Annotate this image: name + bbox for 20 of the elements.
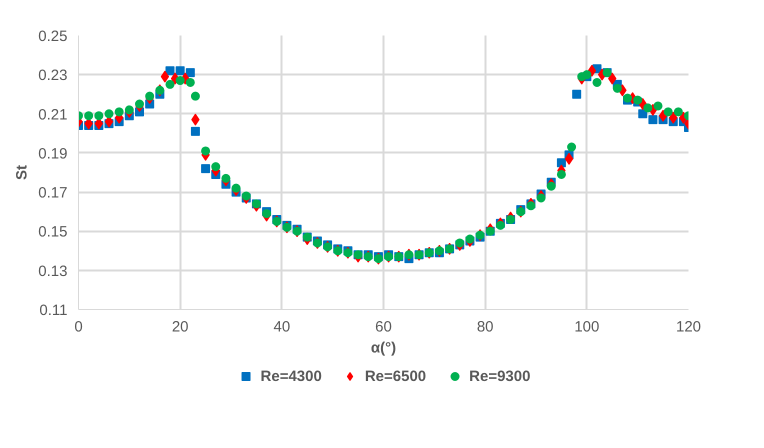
y-tick-label: 0.19 xyxy=(38,145,68,162)
y-axis-title: St xyxy=(13,164,30,180)
x-axis-title: α(°) xyxy=(370,340,396,356)
x-tick-label: 60 xyxy=(375,318,392,336)
x-tick-label: 80 xyxy=(476,318,494,336)
legend-label: Re=6500 xyxy=(364,368,426,384)
y-tick-label: 0.11 xyxy=(39,302,68,319)
legend-label: Re=9300 xyxy=(469,368,530,384)
y-tick-label: 0.25 xyxy=(38,28,68,45)
y-tick-label: 0.13 xyxy=(38,262,68,280)
x-tick-label: 0 xyxy=(74,318,83,336)
x-tick-label: 40 xyxy=(273,318,290,336)
x-tick-label: 20 xyxy=(172,318,189,336)
x-tick-label: 120 xyxy=(676,318,702,336)
y-tick-label: 0.17 xyxy=(38,184,68,202)
y-tick-label: 0.15 xyxy=(38,224,68,241)
y-tick-label: 0.23 xyxy=(38,67,68,84)
legend-label: Re=4300 xyxy=(260,368,322,384)
y-tick-label: 0.21 xyxy=(38,106,68,124)
x-tick-label: 100 xyxy=(574,318,600,336)
